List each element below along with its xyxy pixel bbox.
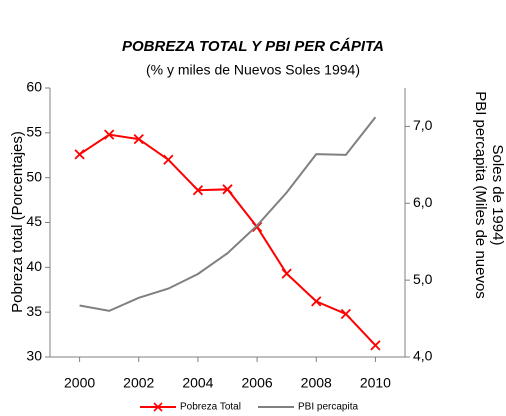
y2-tick-label: 7,0	[413, 117, 433, 133]
x-tick-label: 2004	[182, 375, 213, 391]
y2-axis-label: PBI percapita (Miles de nuevos	[472, 91, 489, 299]
point-marker	[370, 340, 381, 351]
point-marker	[104, 129, 115, 140]
x-tick-label: 2002	[123, 375, 154, 391]
legend-marker	[153, 402, 163, 412]
x-tick-label: 2010	[360, 375, 391, 391]
point-marker	[311, 296, 322, 307]
point-marker	[281, 268, 292, 279]
x-tick-label: 2008	[301, 375, 332, 391]
y2-axis-label: Soles de 1994)	[489, 145, 506, 246]
y-tick-label: 55	[26, 124, 42, 140]
point-marker	[251, 221, 263, 233]
point-marker	[192, 185, 204, 196]
y-tick-label: 35	[26, 303, 42, 319]
legend-label: Pobreza Total	[180, 402, 241, 413]
y2-tick-label: 5,0	[413, 271, 433, 287]
point-marker	[163, 154, 174, 165]
point-marker	[133, 133, 144, 145]
chart-title: POBREZA TOTAL Y PBI PER CÁPITA	[122, 38, 384, 55]
y-tick-label: 30	[26, 348, 42, 364]
point-marker	[222, 184, 233, 195]
point-marker	[340, 308, 351, 320]
legend-label: PBI percapita	[298, 402, 358, 413]
series-line	[79, 133, 377, 347]
y2-tick-label: 6,0	[413, 194, 433, 210]
y-tick-label: 45	[26, 213, 42, 229]
chart-subtitle: (% y miles de Nuevos Soles 1994)	[146, 62, 360, 78]
y-tick-label: 50	[26, 168, 42, 184]
y-tick-label: 40	[26, 258, 42, 274]
y2-tick-label: 4,0	[413, 348, 433, 364]
y-tick-label: 60	[26, 79, 42, 95]
x-tick-label: 2000	[64, 375, 95, 391]
point-marker	[74, 149, 85, 160]
x-tick-label: 2006	[242, 375, 273, 391]
series-line	[79, 116, 377, 312]
y-axis-label: Pobreza total (Porcentajes)	[9, 131, 26, 313]
